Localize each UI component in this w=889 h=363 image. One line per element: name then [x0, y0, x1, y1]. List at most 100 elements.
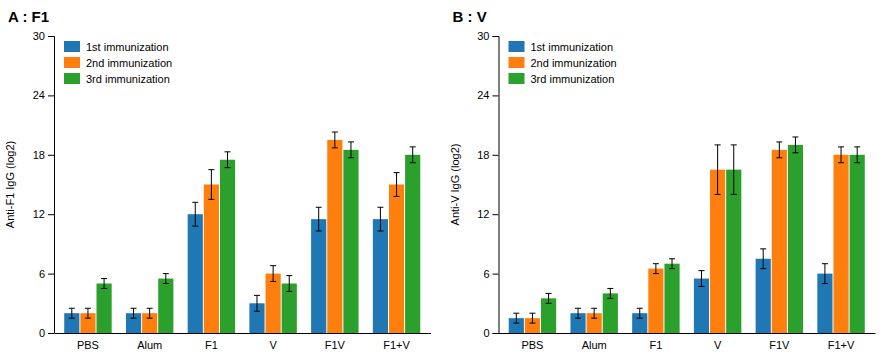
error-bar — [760, 249, 766, 269]
legend-item: 1st immunization — [509, 41, 614, 53]
error-bar — [776, 142, 782, 158]
tick-label: V — [269, 339, 277, 351]
bar — [405, 155, 420, 333]
legend-label: 3rd immunization — [86, 73, 170, 85]
bar — [772, 150, 787, 333]
tick-mark — [493, 36, 499, 37]
panel: 0612182430PBSAlumF1VF1VF1+VAnti-V IgG (l… — [449, 8, 876, 351]
tick: F1+V — [828, 339, 855, 351]
tick-mark — [48, 155, 54, 156]
bar — [204, 185, 219, 334]
tick: F1 — [205, 339, 218, 351]
legend-item: 3rd immunization — [509, 73, 615, 85]
series — [96, 142, 420, 333]
plot-area — [509, 137, 865, 333]
tick: F1 — [649, 339, 662, 351]
tick-label: 18 — [33, 149, 45, 161]
title: B : V — [453, 8, 487, 25]
legend: 1st immunization2nd immunization3rd immu… — [509, 41, 617, 85]
legend-item: 3rd immunization — [64, 73, 170, 85]
tick-label: V — [714, 339, 722, 351]
bar — [373, 219, 388, 333]
tick-mark — [493, 214, 499, 215]
axis-line — [493, 37, 500, 334]
tick: 6 — [483, 268, 498, 280]
axis-line — [48, 37, 55, 334]
title: A : F1 — [8, 8, 49, 25]
tick-label: 24 — [33, 89, 45, 101]
legend-swatch — [64, 57, 80, 68]
error-bar — [377, 207, 383, 231]
bar — [158, 279, 173, 333]
series — [541, 137, 865, 333]
tick: 0 — [39, 327, 54, 339]
tick: F1V — [769, 339, 790, 351]
tick-label: 6 — [39, 268, 45, 280]
error-bar — [591, 308, 597, 318]
axis-line — [55, 333, 432, 334]
error-bar — [254, 295, 260, 311]
y-axis: 0612182430 — [33, 30, 55, 339]
axis-line — [499, 333, 876, 334]
tick-label: F1+V — [828, 339, 855, 351]
error-bar — [529, 313, 535, 323]
x-axis: PBSAlumF1VF1VF1+V — [499, 334, 876, 351]
error-bar — [208, 170, 214, 200]
error-bar — [575, 308, 581, 318]
legend-label: 1st immunization — [531, 41, 614, 53]
error-bar — [731, 145, 737, 195]
axis-title: Anti-V IgG (log2) — [449, 144, 461, 226]
tick-mark — [48, 36, 54, 37]
tick: F1+V — [383, 339, 410, 351]
tick: V — [269, 339, 277, 351]
tick-label: Alum — [582, 339, 607, 351]
bar — [327, 140, 342, 333]
bar — [603, 293, 618, 333]
series — [525, 142, 849, 333]
bar — [343, 150, 358, 333]
error-bar — [147, 308, 153, 318]
tick-mark — [493, 155, 499, 156]
bar — [756, 259, 771, 333]
error-bar — [838, 147, 844, 163]
tick: 0 — [483, 327, 498, 339]
tick: 30 — [477, 30, 498, 42]
error-bar — [316, 207, 322, 231]
error-bar — [225, 152, 231, 168]
bar — [850, 155, 865, 333]
bar — [311, 219, 326, 333]
legend-label: 2nd immunization — [86, 57, 172, 69]
tick-label: PBS — [521, 339, 543, 351]
tick: PBS — [77, 339, 99, 351]
tick-label: 24 — [477, 89, 489, 101]
error-bar — [348, 142, 354, 158]
tick-label: 30 — [33, 30, 45, 42]
tick: 6 — [39, 268, 54, 280]
tick-label: Alum — [137, 339, 162, 351]
tick-mark — [48, 274, 54, 275]
tick: V — [714, 339, 722, 351]
error-bar — [332, 132, 338, 148]
tick: Alum — [137, 339, 162, 351]
tick-label: F1V — [325, 339, 346, 351]
legend-swatch — [509, 73, 525, 84]
error-bar — [270, 266, 276, 282]
bar — [833, 155, 848, 333]
error-bar — [163, 274, 169, 284]
tick: F1V — [325, 339, 346, 351]
chart-root: 0612182430PBSAlumF1VF1VF1+VAnti-F1 IgG (… — [0, 0, 889, 363]
tick-mark — [493, 95, 499, 96]
legend-swatch — [509, 57, 525, 68]
legend-item: 1st immunization — [64, 41, 169, 53]
tick-mark — [493, 274, 499, 275]
tick-mark — [493, 333, 499, 334]
tick-label: F1V — [769, 339, 790, 351]
tick-label: F1 — [649, 339, 662, 351]
error-bar — [101, 279, 107, 289]
panel: 0612182430PBSAlumF1VF1VF1+VAnti-F1 IgG (… — [4, 8, 431, 351]
error-bar — [85, 308, 91, 318]
tick: 24 — [477, 89, 498, 101]
series — [80, 132, 404, 333]
tick-label: F1+V — [383, 339, 410, 351]
tick-label: 0 — [483, 327, 489, 339]
